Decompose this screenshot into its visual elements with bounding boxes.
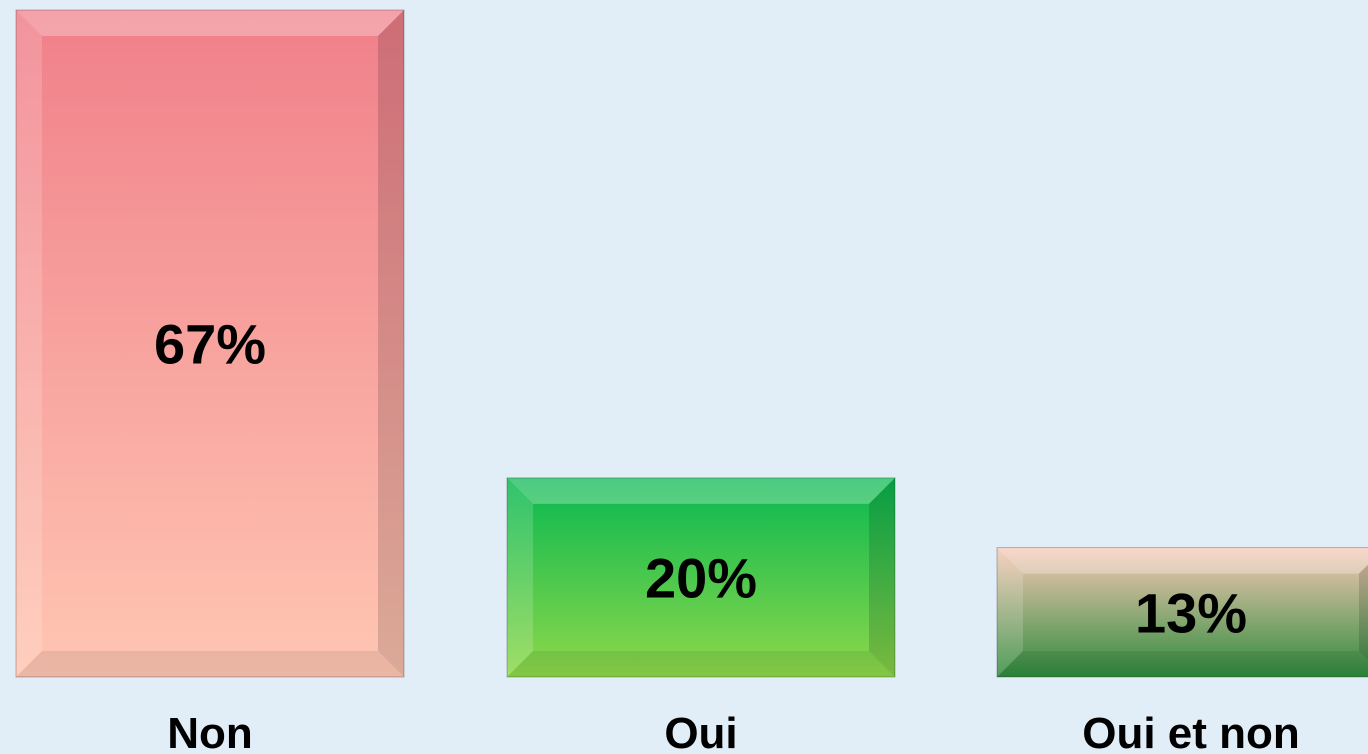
value-label: 67% — [154, 313, 266, 376]
value-label: 20% — [645, 546, 757, 609]
value-label: 13% — [1135, 581, 1247, 644]
bars-group — [15, 9, 1368, 678]
category-label: Oui — [664, 709, 737, 754]
bar-oui — [506, 477, 896, 678]
category-label: Non — [167, 709, 253, 754]
labels-group: 67% Non 20% Oui 13% Oui et non — [154, 313, 1300, 754]
bar-non — [15, 9, 405, 678]
bar-oui-et-non — [996, 547, 1368, 678]
category-label: Oui et non — [1082, 709, 1300, 754]
